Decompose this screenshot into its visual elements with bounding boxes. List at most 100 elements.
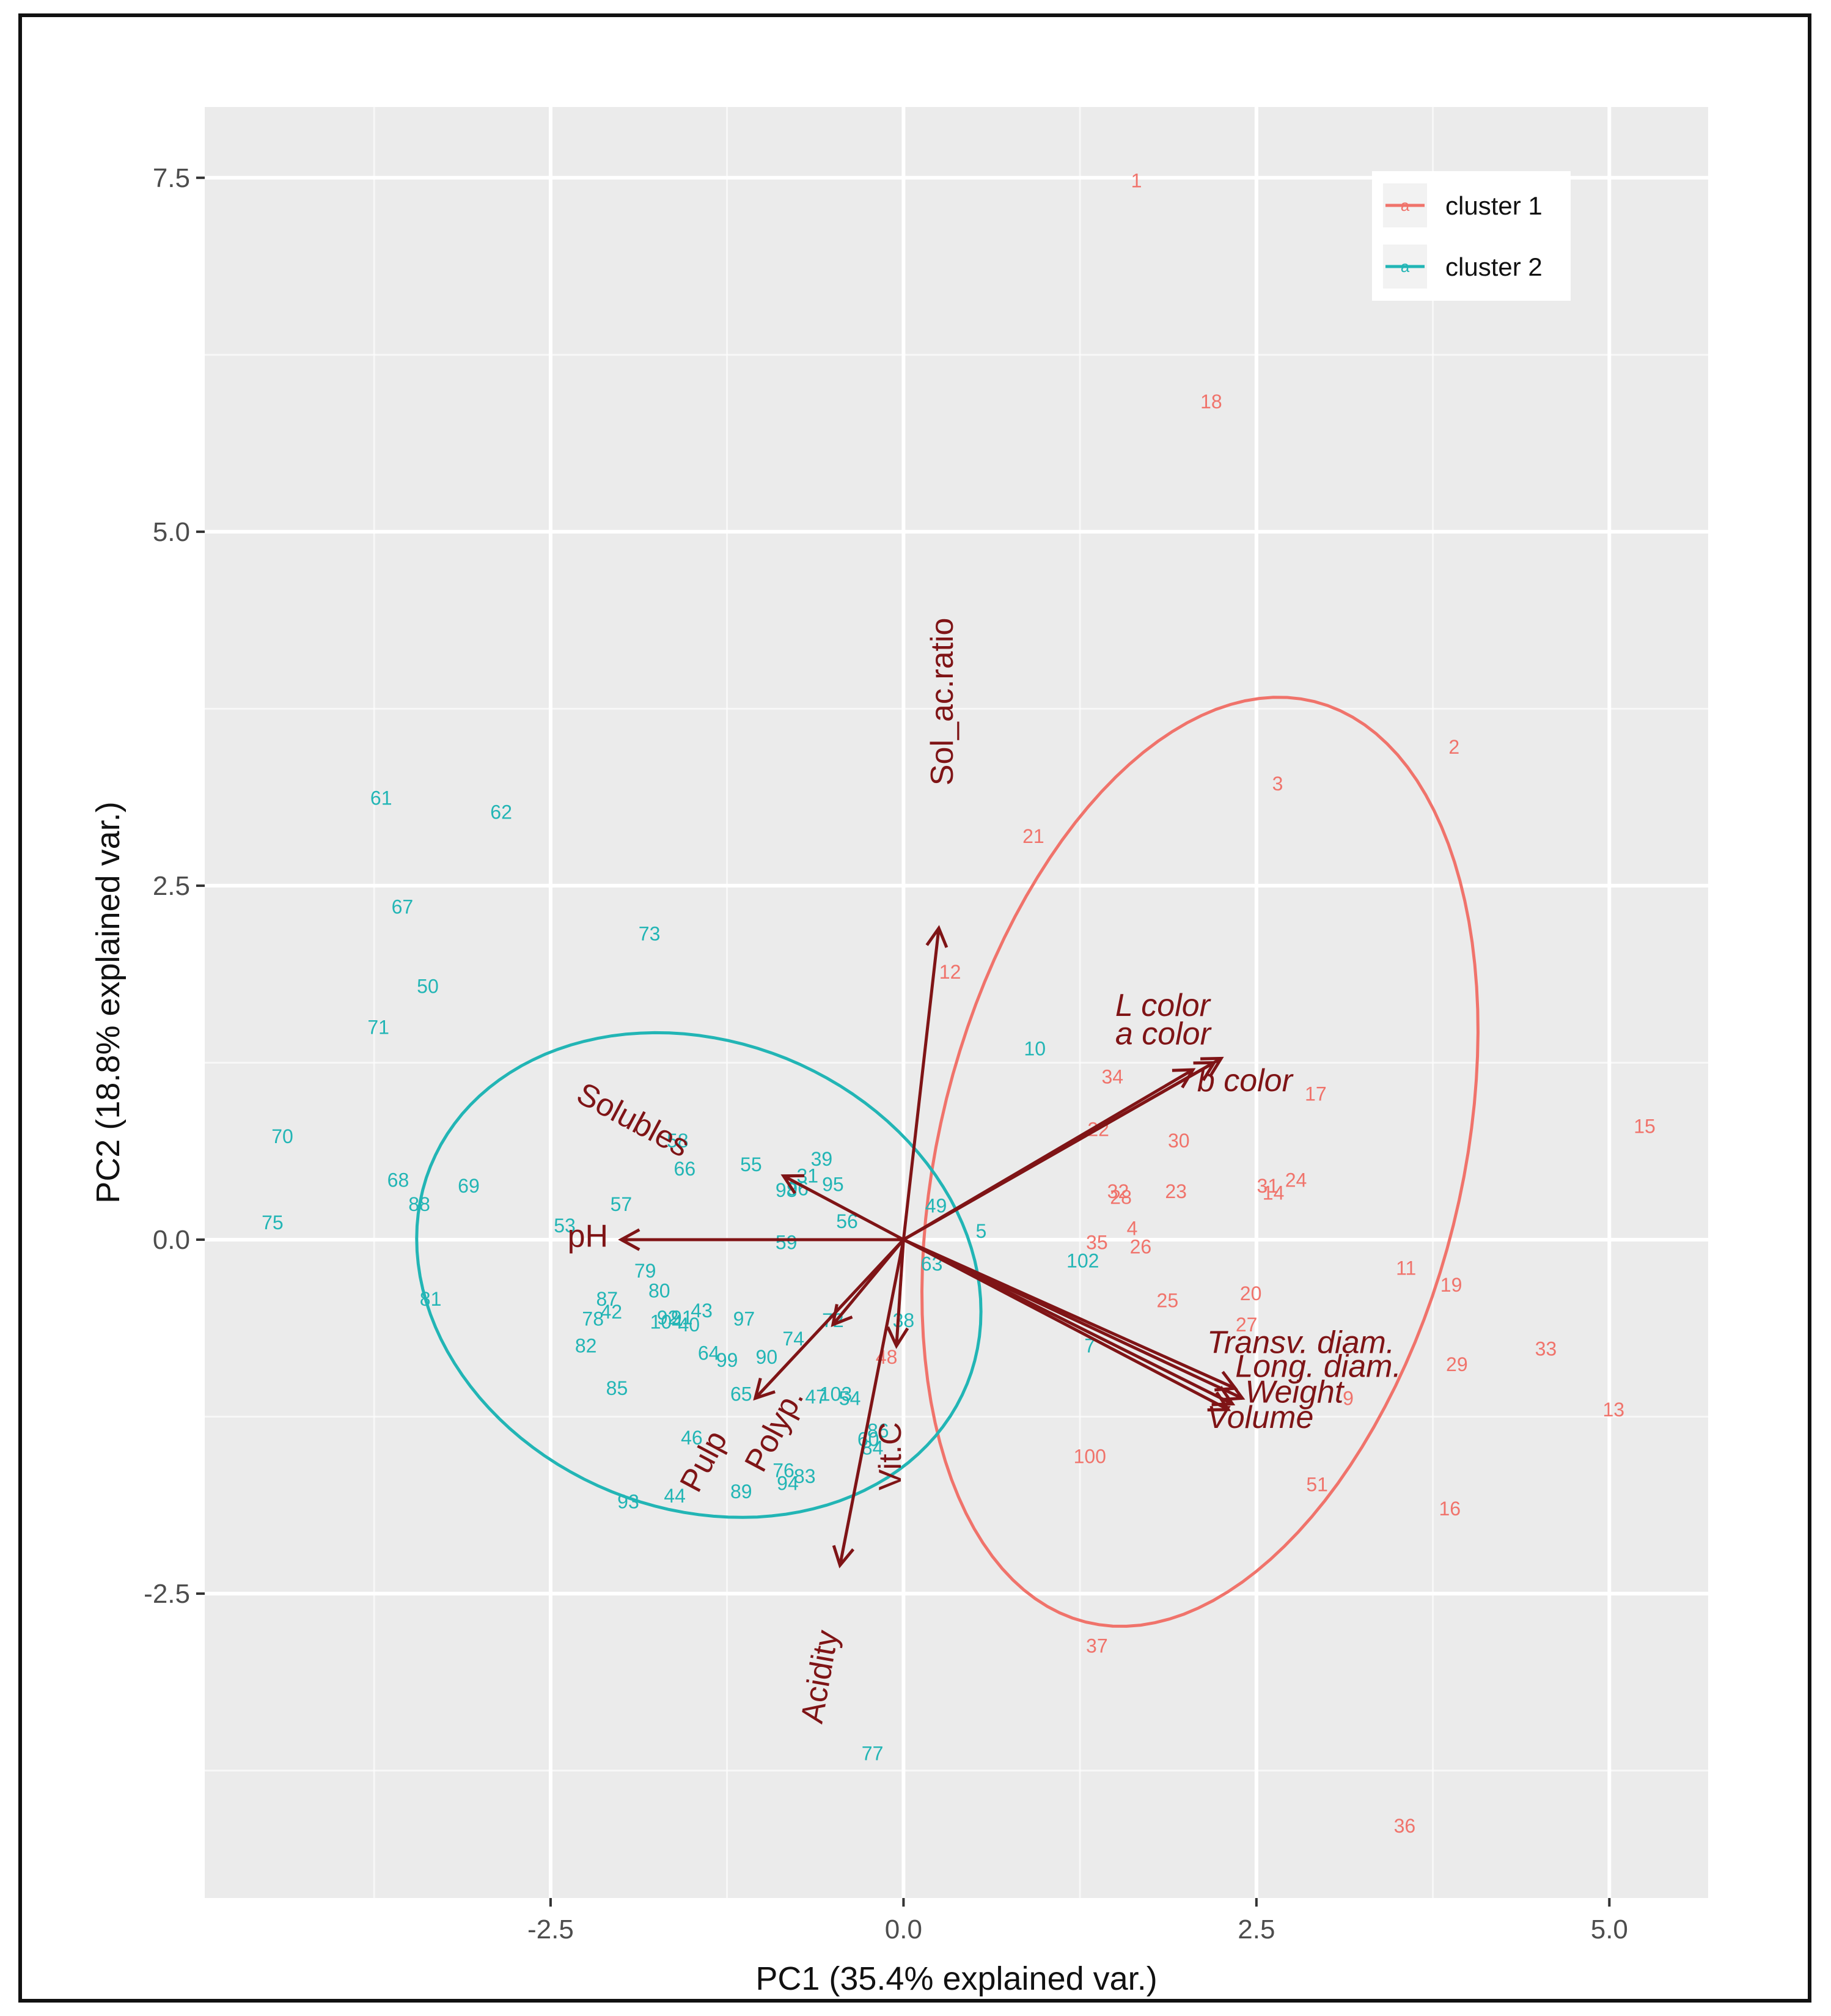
point-label-cluster-1: 11: [1396, 1257, 1416, 1279]
loading-arrow: [754, 1238, 905, 1400]
point-label-cluster-2: 89: [730, 1481, 752, 1503]
observation-labels: 1182321123417152230312414322823435261119…: [262, 169, 1656, 1836]
point-label-cluster-2: 90: [756, 1346, 778, 1368]
x-tick-label: 0.0: [885, 1915, 922, 1944]
point-label-cluster-2: 57: [611, 1193, 633, 1215]
legend-label: cluster 2: [1445, 252, 1543, 281]
point-label-cluster-1: 51: [1306, 1474, 1328, 1496]
loading-label: Transv. diam.: [1207, 1325, 1395, 1360]
point-label-cluster-1: 14: [1263, 1182, 1285, 1204]
point-label-cluster-2: 69: [458, 1175, 480, 1197]
minor-gridlines: [205, 107, 1708, 1898]
point-label-cluster-2: 55: [740, 1153, 762, 1175]
point-label-cluster-2: 86: [867, 1420, 889, 1442]
loading-label: Long. diam.: [1235, 1349, 1401, 1385]
x-tick-label: 2.5: [1238, 1915, 1275, 1944]
point-label-cluster-2: 43: [691, 1300, 713, 1322]
point-label-cluster-2: 97: [733, 1308, 755, 1330]
point-label-cluster-2: 46: [681, 1427, 703, 1449]
loading-arrow: [903, 1238, 1229, 1411]
loading-arrow: [901, 928, 941, 1240]
y-tick-label: 7.5: [153, 163, 190, 193]
point-label-cluster-2: 104: [650, 1311, 683, 1333]
loading-arrowhead: [618, 1228, 640, 1251]
point-label-cluster-2: 38: [893, 1309, 915, 1331]
point-label-cluster-2: 82: [575, 1335, 597, 1357]
point-label-cluster-1: 24: [1285, 1169, 1307, 1191]
point-label-cluster-1: 18: [1200, 391, 1222, 413]
point-label-cluster-2: 76: [772, 1460, 794, 1482]
loading-label: pH: [568, 1219, 608, 1254]
point-label-cluster-2: 40: [678, 1314, 700, 1336]
point-label-cluster-2: 66: [674, 1158, 696, 1180]
point-label-cluster-1: 13: [1602, 1399, 1624, 1421]
loading-arrow: [895, 1239, 905, 1346]
y-axis-title: PC2 (18.8% explained var.): [90, 801, 127, 1203]
point-label-cluster-1: 30: [1168, 1130, 1190, 1152]
loading-arrowhead: [1172, 1068, 1196, 1089]
loading-arrow: [838, 1239, 905, 1566]
loading-arrow: [903, 1238, 1243, 1400]
loading-arrow: [782, 1174, 904, 1242]
point-label-cluster-2: 88: [408, 1193, 430, 1215]
point-label-cluster-1: 100: [1074, 1445, 1106, 1467]
point-label-cluster-1: 37: [1086, 1635, 1108, 1657]
point-label-cluster-2: 64: [698, 1342, 720, 1364]
point-label-cluster-1: 17: [1305, 1083, 1327, 1105]
point-label-cluster-2: 81: [420, 1288, 442, 1310]
point-label-cluster-2: 71: [367, 1017, 389, 1039]
plot-panel: [205, 107, 1708, 1898]
y-tick-label: 2.5: [153, 871, 190, 901]
major-gridlines: [205, 107, 1708, 1898]
point-label-cluster-2: 44: [664, 1485, 686, 1507]
legend-key-glyph: a: [1401, 257, 1410, 276]
loading-label: a color: [1115, 1016, 1213, 1051]
point-label-cluster-2: 5: [976, 1220, 987, 1242]
point-label-cluster-2: 59: [776, 1232, 798, 1254]
point-label-cluster-2: 54: [839, 1387, 861, 1409]
loading-arrowhead: [832, 1545, 855, 1569]
loading-label: b color: [1197, 1063, 1294, 1098]
point-label-cluster-2: 93: [617, 1490, 639, 1512]
point-label-cluster-2: 102: [1066, 1250, 1099, 1272]
point-label-cluster-2: 99: [716, 1349, 738, 1371]
point-label-cluster-1: 27: [1236, 1314, 1258, 1336]
point-label-cluster-2: 95: [822, 1174, 844, 1196]
point-label-cluster-1: 34: [1101, 1066, 1123, 1088]
legend-label: cluster 1: [1445, 191, 1543, 220]
point-label-cluster-1: 35: [1086, 1232, 1108, 1254]
y-tick-label: 0.0: [153, 1225, 190, 1255]
point-label-cluster-1: 28: [1110, 1186, 1132, 1208]
loading-arrow: [903, 1068, 1194, 1242]
point-label-cluster-2: 53: [554, 1215, 576, 1237]
point-label-cluster-1: 33: [1535, 1337, 1557, 1359]
cluster-ellipses: [415, 696, 1480, 1628]
loading-arrows: [618, 925, 1246, 1569]
y-axis-ticks: -2.5 0.0 2.5 5.0 7.5: [144, 163, 205, 1609]
point-label-cluster-2: 7: [1084, 1335, 1095, 1357]
point-label-cluster-1: 16: [1439, 1498, 1461, 1520]
point-label-cluster-1: 15: [1634, 1116, 1656, 1138]
point-label-cluster-2: 50: [417, 975, 439, 997]
point-label-cluster-2: 61: [370, 787, 392, 809]
point-label-cluster-2: 39: [811, 1148, 833, 1170]
point-label-cluster-1: 9: [1343, 1387, 1354, 1409]
point-label-cluster-2: 79: [634, 1260, 656, 1282]
point-label-cluster-1: 29: [1446, 1353, 1468, 1375]
point-label-cluster-2: 47: [805, 1386, 827, 1408]
point-label-cluster-1: 1: [1131, 169, 1142, 191]
point-label-cluster-2: 49: [925, 1194, 947, 1216]
point-label-cluster-2: 10: [1024, 1037, 1046, 1059]
point-label-cluster-1: 4: [1127, 1217, 1138, 1239]
point-label-cluster-2: 91: [671, 1306, 693, 1328]
point-label-cluster-1: 2: [1448, 736, 1459, 758]
point-label-cluster-2: 68: [387, 1169, 409, 1191]
loading-arrowhead: [925, 925, 949, 948]
point-label-cluster-2: 73: [639, 923, 661, 945]
legend: a cluster 1 a cluster 2: [1372, 171, 1571, 301]
point-label-cluster-2: 80: [648, 1279, 670, 1301]
legend-key-glyph: a: [1401, 196, 1410, 215]
point-label-cluster-2: 94: [777, 1472, 799, 1494]
point-label-cluster-1: 26: [1130, 1236, 1152, 1258]
